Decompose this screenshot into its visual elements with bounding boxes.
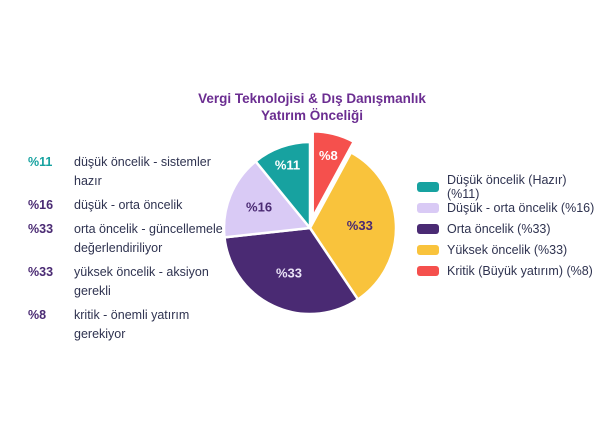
legend-swatch-2 [417,223,439,234]
annotation-list: %11 düşük öncelik - sistemler hazır %16 … [28,153,238,349]
legend-label-3: Yüksek öncelik (%33) [447,242,568,257]
left-item-pct-0: %11 [28,155,53,169]
legend: Düşük öncelik (Hazır) (%11) Düşük - orta… [417,173,600,281]
legend-label-1: Düşük - orta öncelik (%16) [447,201,595,216]
pie-chart: %8 %33 %33 %16 %11 [222,130,398,316]
pie-slice-1 [308,151,398,301]
legend-label-4: Kritik (Büyük yatırım) (%8) [447,263,593,278]
pie-slice-0 [311,130,356,219]
pie-slice-2 [223,226,360,316]
left-item-text-1: düşük - orta öncelik [74,198,183,212]
chart-title: Vergi Teknolojisi & Dış Danışmanlık Yatı… [162,90,462,124]
legend-item: Yüksek öncelik (%33) [417,239,600,260]
legend-swatch-0 [417,182,439,193]
legend-item: Düşük öncelik (Hazır) (%11) [417,173,600,201]
pie-slice-3 [222,160,312,239]
pie-slice-4 [254,140,312,230]
left-item-text-2: orta öncelik - güncellemeler değerlendir… [74,222,227,255]
left-item-pct-2: %33 [28,222,54,236]
left-item-pct-3: %33 [28,265,54,279]
left-item-text-3: yüksek öncelik - aksiyon gerekli [74,265,209,298]
legend-swatch-1 [417,203,439,214]
legend-label-2: Orta öncelik (%33) [447,221,551,236]
legend-swatch-3 [417,244,439,255]
pie-slice-label-4: %11 [275,157,300,172]
annotation-item: %33 yüksek öncelik - aksiyon gerekli [28,263,238,301]
chart-title-line1: Vergi Teknolojisi & Dış Danışmanlık [198,91,426,106]
left-item-pct-1: %16 [28,198,54,212]
left-item-text-0: düşük öncelik - sistemler hazır [74,155,211,188]
annotation-item: %16 düşük - orta öncelik [28,196,238,215]
left-item-pct-4: %8 [28,308,47,322]
legend-item: Kritik (Büyük yatırım) (%8) [417,260,600,281]
legend-label-0: Düşük öncelik (Hazır) (%11) [447,173,567,202]
left-item-text-4: kritik - önemli yatırım gerekiyor [74,308,190,341]
legend-item: Orta öncelik (%33) [417,219,600,240]
legend-item: Düşük - orta öncelik (%16) [417,198,600,219]
pie-slice-label-0: %8 [319,148,338,163]
annotation-item: %11 düşük öncelik - sistemler hazır [28,153,238,191]
legend-swatch-4 [417,265,439,276]
annotation-item: %33 orta öncelik - güncellemeler değerle… [28,220,238,258]
pie-slice-label-3: %16 [246,200,272,215]
pie-slice-label-2: %33 [276,266,302,281]
pie-slice-label-1: %33 [347,218,373,233]
annotation-item: %8 kritik - önemli yatırım gerekiyor [28,306,238,344]
chart-title-line2: Yatırım Önceliği [260,108,364,123]
